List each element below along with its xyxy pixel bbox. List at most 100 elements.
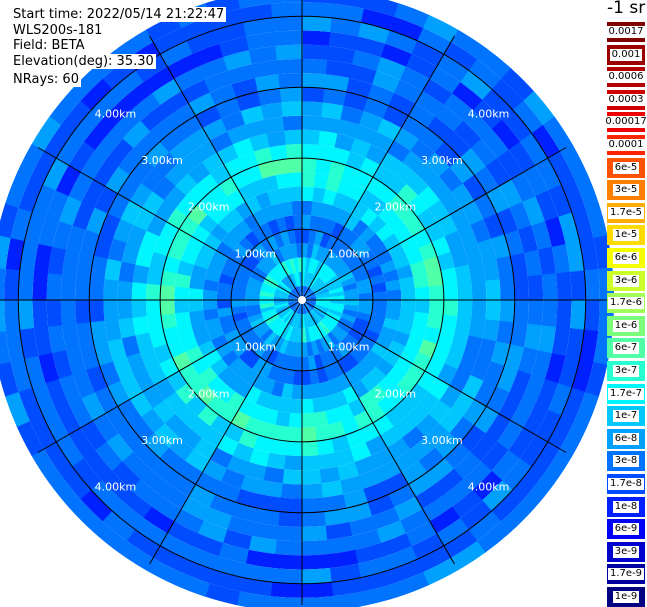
range-gate-cell [330,222,345,239]
colorbar-tick-label: 1e-5 [612,229,640,242]
range-gate-cell [369,314,386,327]
range-gate-cell [358,300,373,308]
range-gate-cell [473,380,497,408]
range-gate-cell [68,397,94,428]
colorbar-tick-label: 1e-8 [612,500,640,513]
range-gate-cell [349,442,372,463]
range-gate-cell [331,147,351,166]
range-gate-cell [547,151,575,186]
range-gate-cell [440,314,458,334]
range-gate-cell [266,130,287,148]
range-gate-cell [244,352,261,369]
range-gate-cell [330,17,363,37]
range-gate-cell [38,215,60,247]
range-gate-cell [287,158,303,174]
range-gate-cell [345,502,373,523]
range-gate-cell [60,273,77,300]
range-gate-cell [454,316,472,337]
range-gate-cell [324,274,339,286]
range-gate-cell [93,157,119,187]
range-gate-cell [301,483,323,499]
range-gate-cell [198,56,229,80]
range-gate-cell [315,158,333,176]
range-gate-cell [320,480,344,498]
range-gate-cell [468,58,503,90]
colorbar-tick-label: 1.7e-6 [607,297,645,310]
range-gate-cell [176,115,204,140]
range-gate-cell [207,325,225,341]
range-gate-cell [368,366,387,385]
range-gate-cell [167,53,200,79]
range-gate-cell [369,273,386,286]
range-gate-cell [32,270,49,300]
range-gate-cell [389,16,425,42]
range-gate-cell [112,69,145,100]
range-gate-cell [365,350,383,367]
range-gate-cell [302,214,312,230]
range-gate-cell [457,352,478,376]
range-gate-cell [561,178,586,214]
range-gate-cell [293,257,300,273]
range-gate-cell [256,494,282,512]
range-gate-cell [442,479,473,508]
range-gate-cell [302,16,333,33]
range-gate-cell [261,205,277,223]
range-gate-cell [42,408,69,442]
range-gate-cell [508,370,532,399]
colorbar-swatch: 0.001 [607,44,645,65]
range-gate-cell [216,196,236,216]
range-gate-cell [71,457,102,490]
range-gate-cell [338,271,354,283]
range-gate-cell [520,133,549,167]
range-gate-cell [421,495,453,522]
range-gate-cell [202,289,218,300]
range-gate-cell [149,457,177,484]
range-gate-cell [209,83,238,106]
range-gate-cell [349,64,378,85]
range-gate-cell [392,572,429,598]
range-gate-cell [349,347,366,364]
range-gate-cell [285,311,295,325]
range-gate-cell [329,563,361,583]
range-gate-cell [192,43,225,67]
range-gate-cell [330,328,345,343]
range-gate-cell [279,280,292,292]
range-gate-cell [231,292,246,300]
range-gate-cell [392,253,411,270]
range-gate-cell [285,441,302,457]
range-gate-cell [461,375,484,400]
range-gate-cell [104,257,122,281]
range-gate-cell [145,283,161,300]
range-gate-cell [313,173,330,190]
range-gate-cell [399,276,415,291]
range-gate-cell [485,386,510,415]
range-gate-cell [385,308,401,322]
range-gate-cell [132,263,150,284]
range-gate-cell [453,120,482,149]
range-gate-cell [571,358,594,394]
range-gate-cell [302,186,315,202]
range-gate-cell [100,470,132,501]
range-gate-cell [146,266,164,286]
range-gate-cell [328,31,360,51]
range-gate-cell [372,300,388,310]
range-gate-cell [354,341,371,358]
range-gate-cell [579,329,599,364]
range-gate-cell [322,188,338,206]
range-gate-cell [523,165,549,198]
range-gate-cell [226,515,255,536]
range-gate-cell [325,407,342,425]
range-gate-cell [203,349,222,367]
range-gate-cell [231,305,247,315]
range-gate-cell [42,157,70,191]
range-gate-cell [76,251,95,278]
range-gate-cell [310,244,320,260]
range-gate-cell [235,488,261,509]
range-gate-cell [449,157,475,184]
range-gate-cell [226,455,250,476]
range-gate-cell [543,116,573,153]
range-gate-cell [407,472,436,498]
range-gate-cell [366,321,383,335]
range-gate-cell [559,421,588,458]
range-gate-cell [323,316,337,329]
